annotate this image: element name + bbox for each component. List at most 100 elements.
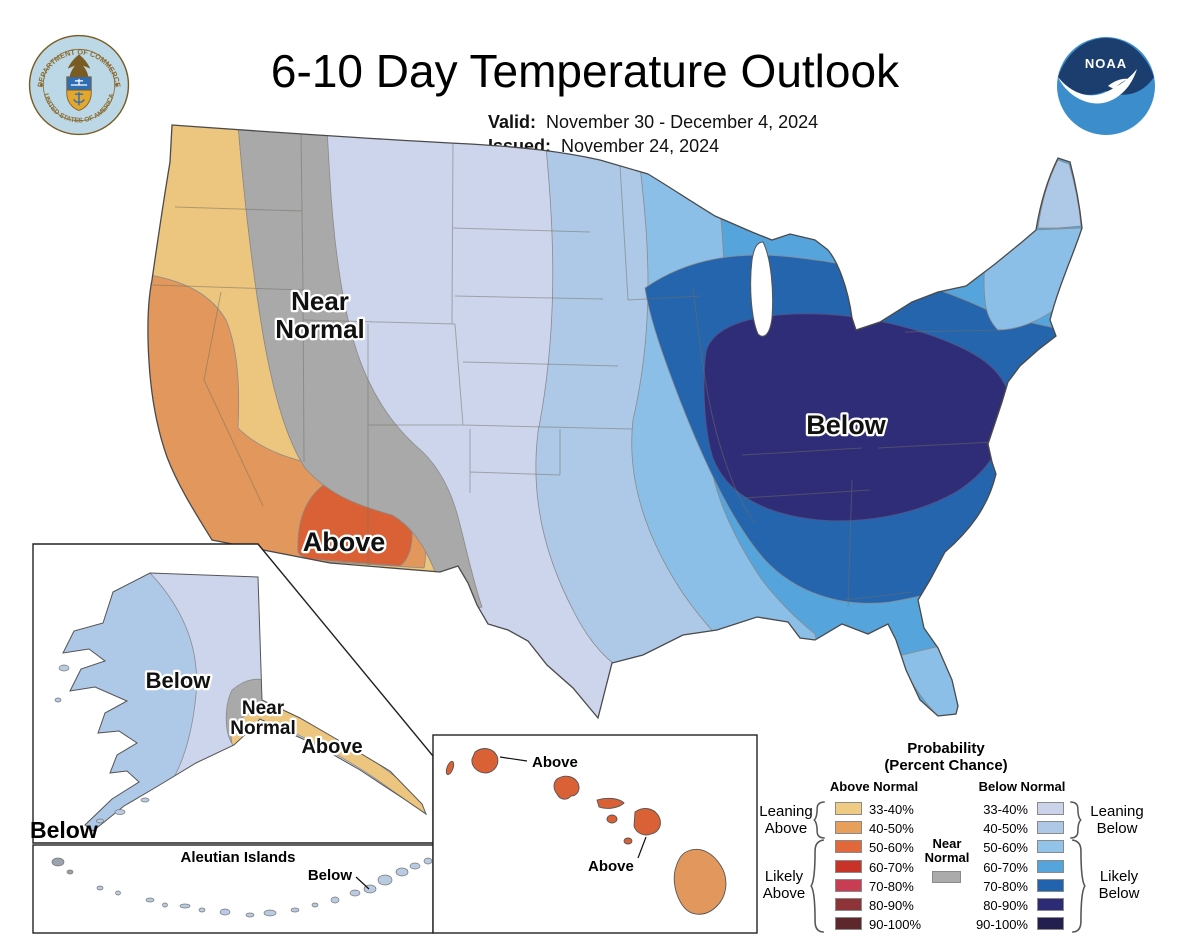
label-conus-near-1: Near [291, 286, 349, 316]
legend-range-above-50-60: 50-60% [869, 840, 914, 855]
brace-likely-below [1071, 839, 1086, 933]
island-lanai [606, 814, 618, 824]
legend-swatch-below-80-90 [1037, 898, 1064, 911]
legend-range-above-33-40: 33-40% [869, 802, 914, 817]
label-aleutian-title: Aleutian Islands [180, 849, 295, 866]
state-borders [151, 130, 1004, 607]
alaska-outline [62, 572, 428, 832]
patch-newengland-50-60 [983, 227, 1082, 331]
alaska-inset: Below Near Normal Above Below [30, 543, 434, 844]
valid-value: November 30 - December 4, 2024 [546, 112, 819, 132]
legend-swatch-below-33-40 [1037, 802, 1064, 815]
legend-leaning-above-1: Leaning [759, 803, 813, 820]
island-hawaii-big [673, 848, 727, 915]
legend-range-below-80-90: 80-90% [983, 898, 1028, 913]
legend-range-above-60-70: 60-70% [869, 860, 914, 875]
legend-range-below-40-50: 40-50% [983, 821, 1028, 836]
legend-swatch-above-70-80 [835, 879, 862, 892]
label-alaska-below: Below [146, 668, 212, 693]
legend-swatch-below-50-60 [1037, 840, 1064, 853]
seal-anchor [73, 92, 85, 106]
patch-maine-40-50 [1037, 159, 1082, 229]
valid-label: Valid: [488, 112, 537, 132]
legend-swatch-above-33-40 [835, 802, 862, 815]
island-maui [633, 808, 661, 836]
legend-leaning-below-1: Leaning [1090, 803, 1144, 820]
legend-swatch-above-90-100 [835, 917, 862, 930]
legend-swatch-below-40-50 [1037, 821, 1064, 834]
legend-below-header: Below Normal [978, 779, 1066, 794]
label-alaska-near-2: Normal [230, 718, 295, 739]
legend-swatch-below-90-100 [1037, 917, 1064, 930]
legend-swatch-near-normal [932, 871, 961, 883]
legend-range-below-70-80: 70-80% [983, 879, 1028, 894]
legend-range-above-70-80: 70-80% [869, 879, 914, 894]
legend-range-below-33-40: 33-40% [983, 802, 1028, 817]
valid-line: Valid: November 30 - December 4, 2024 [488, 112, 818, 133]
legend-likely-below-1: Likely [1099, 868, 1139, 885]
legend-range-above-40-50: 40-50% [869, 821, 914, 836]
legend-title-1: Probability [907, 740, 985, 757]
legend-near-1: Near [932, 836, 962, 851]
aleutian-islands-chain [51, 857, 433, 918]
legend-range-above-80-90: 80-90% [869, 898, 914, 913]
label-hawaii-above-maui: Above [588, 858, 634, 875]
label-conus-above: Above [303, 527, 386, 557]
legend-likely-above-2: Above [762, 885, 806, 902]
alaska-island [54, 697, 62, 703]
label-hawaii-above-nw: Above [532, 754, 578, 771]
noaa-swoosh [1058, 69, 1137, 104]
aleutian-pointer-line [355, 876, 370, 890]
alaska-island [58, 664, 70, 672]
legend-swatch-above-50-60 [835, 840, 862, 853]
legend-range-below-60-70: 60-70% [983, 860, 1028, 875]
label-aleutian-below: Below [308, 867, 353, 884]
commerce-seal: DEPARTMENT OF COMMERCE UNITED STATES OF … [28, 34, 130, 136]
brace-likely-above [810, 839, 825, 933]
label-alaska-outer-below: Below [30, 817, 98, 843]
patch-southflorida-50-60 [897, 645, 959, 717]
legend-likely-below-2: Below [1098, 885, 1140, 902]
legend-swatch-above-60-70 [835, 860, 862, 873]
conus-outline [147, 124, 1083, 720]
legend-swatch-above-40-50 [835, 821, 862, 834]
noaa-bird [1108, 78, 1128, 89]
alaska-island [140, 797, 150, 803]
legend-range-above-90-100: 90-100% [869, 917, 922, 932]
label-conus-below: Below [806, 410, 887, 440]
seal-eagle [67, 54, 91, 77]
alaska-island [114, 809, 126, 815]
legend-leaning-below-2: Below [1096, 820, 1138, 837]
legend-likely-above-1: Likely [764, 868, 804, 885]
island-molokai [596, 797, 625, 809]
hawaii-pointer-maui [637, 836, 647, 859]
island-kahoolawe [623, 837, 633, 845]
legend-range-below-90-100: 90-100% [975, 917, 1028, 932]
hawaii-inset: Above Above [432, 734, 758, 934]
legend-title-2: (Percent Chance) [884, 757, 1008, 774]
legend-swatch-above-80-90 [835, 898, 862, 911]
island-niihau [445, 760, 455, 776]
brace-leaning-below [1070, 801, 1082, 839]
legend-leaning-above-2: Above [764, 820, 808, 837]
hawaii-pointer-nw [499, 756, 528, 762]
lake-michigan [750, 241, 774, 337]
issued-value: November 24, 2024 [561, 136, 720, 156]
page-title: 6-10 Day Temperature Outlook [270, 45, 900, 97]
noaa-wordmark: NOAA [1085, 56, 1127, 71]
label-conus-near-2: Normal [275, 314, 365, 344]
island-oahu [553, 775, 580, 800]
noaa-logo: NOAA [1057, 37, 1155, 135]
brace-leaning-above [813, 801, 825, 839]
legend-near-2: Normal [924, 850, 970, 865]
legend-above-header: Above Normal [829, 779, 919, 794]
legend-range-below-50-60: 50-60% [983, 840, 1028, 855]
alaska-island [96, 818, 104, 824]
legend-swatch-below-60-70 [1037, 860, 1064, 873]
label-alaska-above: Above [301, 736, 362, 758]
seal-ship [70, 78, 88, 86]
island-kauai [471, 748, 499, 774]
legend-swatch-below-70-80 [1037, 879, 1064, 892]
